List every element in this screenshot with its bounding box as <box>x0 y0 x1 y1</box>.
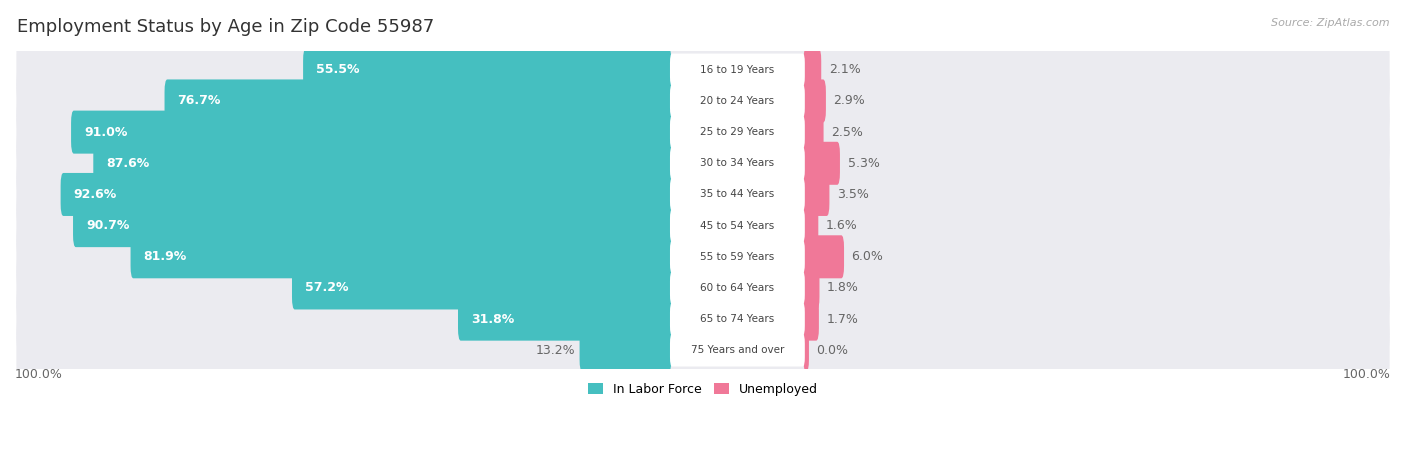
FancyBboxPatch shape <box>803 79 825 123</box>
FancyBboxPatch shape <box>93 142 671 185</box>
FancyBboxPatch shape <box>17 311 1389 390</box>
FancyBboxPatch shape <box>803 329 808 372</box>
Text: 13.2%: 13.2% <box>536 344 575 357</box>
FancyBboxPatch shape <box>17 155 1389 234</box>
Text: Source: ZipAtlas.com: Source: ZipAtlas.com <box>1271 18 1389 28</box>
FancyBboxPatch shape <box>803 48 821 91</box>
FancyBboxPatch shape <box>803 298 818 341</box>
FancyBboxPatch shape <box>72 110 671 154</box>
FancyBboxPatch shape <box>17 124 1389 202</box>
Text: 25 to 29 Years: 25 to 29 Years <box>700 127 775 137</box>
FancyBboxPatch shape <box>671 272 804 304</box>
FancyBboxPatch shape <box>671 85 804 117</box>
FancyBboxPatch shape <box>17 31 1389 109</box>
FancyBboxPatch shape <box>671 334 804 367</box>
Text: Employment Status by Age in Zip Code 55987: Employment Status by Age in Zip Code 559… <box>17 18 434 36</box>
FancyBboxPatch shape <box>803 110 824 154</box>
Text: 3.5%: 3.5% <box>837 188 869 201</box>
FancyBboxPatch shape <box>458 298 671 341</box>
FancyBboxPatch shape <box>17 249 1389 327</box>
FancyBboxPatch shape <box>131 235 671 278</box>
FancyBboxPatch shape <box>17 62 1389 140</box>
FancyBboxPatch shape <box>803 235 844 278</box>
Text: 87.6%: 87.6% <box>107 157 149 170</box>
Text: 76.7%: 76.7% <box>177 94 221 107</box>
Text: 1.6%: 1.6% <box>825 219 858 232</box>
FancyBboxPatch shape <box>671 116 804 148</box>
Text: 1.8%: 1.8% <box>827 281 859 295</box>
Text: 55.5%: 55.5% <box>316 63 360 76</box>
Text: 31.8%: 31.8% <box>471 313 515 326</box>
FancyBboxPatch shape <box>17 217 1389 296</box>
Text: 5.3%: 5.3% <box>848 157 879 170</box>
Text: 20 to 24 Years: 20 to 24 Years <box>700 96 775 106</box>
FancyBboxPatch shape <box>17 186 1389 265</box>
Text: 55 to 59 Years: 55 to 59 Years <box>700 252 775 262</box>
Text: 60 to 64 Years: 60 to 64 Years <box>700 283 775 293</box>
FancyBboxPatch shape <box>60 173 671 216</box>
FancyBboxPatch shape <box>671 54 804 86</box>
FancyBboxPatch shape <box>671 178 804 211</box>
Text: 65 to 74 Years: 65 to 74 Years <box>700 314 775 324</box>
Text: 92.6%: 92.6% <box>73 188 117 201</box>
Text: 91.0%: 91.0% <box>84 126 128 138</box>
Text: 100.0%: 100.0% <box>1343 368 1391 382</box>
FancyBboxPatch shape <box>671 209 804 242</box>
FancyBboxPatch shape <box>17 93 1389 171</box>
FancyBboxPatch shape <box>671 147 804 179</box>
Text: 6.0%: 6.0% <box>852 250 883 263</box>
FancyBboxPatch shape <box>803 142 839 185</box>
FancyBboxPatch shape <box>803 173 830 216</box>
Text: 2.5%: 2.5% <box>831 126 863 138</box>
FancyBboxPatch shape <box>165 79 671 123</box>
Text: 2.9%: 2.9% <box>834 94 865 107</box>
Text: 81.9%: 81.9% <box>143 250 187 263</box>
FancyBboxPatch shape <box>803 267 820 309</box>
FancyBboxPatch shape <box>803 204 818 247</box>
Text: 16 to 19 Years: 16 to 19 Years <box>700 65 775 75</box>
Legend: In Labor Force, Unemployed: In Labor Force, Unemployed <box>583 378 823 401</box>
Text: 30 to 34 Years: 30 to 34 Years <box>700 158 775 168</box>
FancyBboxPatch shape <box>671 240 804 273</box>
Text: 75 Years and over: 75 Years and over <box>690 345 785 355</box>
FancyBboxPatch shape <box>17 280 1389 359</box>
Text: 90.7%: 90.7% <box>86 219 129 232</box>
Text: 57.2%: 57.2% <box>305 281 349 295</box>
Text: 1.7%: 1.7% <box>827 313 858 326</box>
FancyBboxPatch shape <box>73 204 671 247</box>
Text: 100.0%: 100.0% <box>15 368 63 382</box>
FancyBboxPatch shape <box>304 48 671 91</box>
FancyBboxPatch shape <box>292 267 671 309</box>
FancyBboxPatch shape <box>579 329 671 372</box>
Text: 35 to 44 Years: 35 to 44 Years <box>700 189 775 199</box>
Text: 45 to 54 Years: 45 to 54 Years <box>700 221 775 230</box>
Text: 2.1%: 2.1% <box>828 63 860 76</box>
FancyBboxPatch shape <box>671 303 804 336</box>
Text: 0.0%: 0.0% <box>817 344 848 357</box>
